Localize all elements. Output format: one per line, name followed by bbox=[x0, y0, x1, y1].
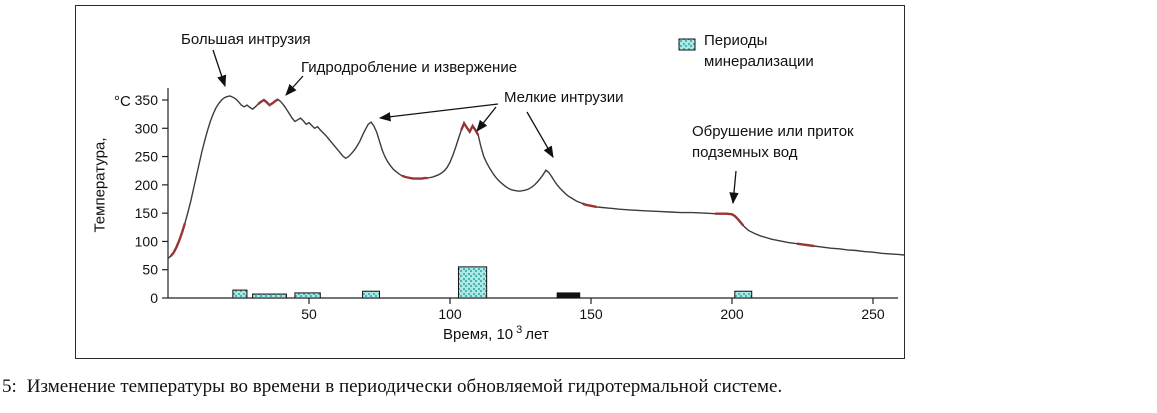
figure-caption-number: 5: bbox=[2, 376, 17, 397]
svg-text:0: 0 bbox=[150, 290, 158, 306]
x-axis-label-suffix: лет bbox=[525, 326, 549, 343]
x-axis-label-prefix: Время, 10 bbox=[443, 326, 514, 343]
x-axis-label: Время, 10 3 лет bbox=[443, 324, 549, 343]
svg-text:200: 200 bbox=[720, 306, 744, 322]
svg-text:50: 50 bbox=[301, 306, 317, 322]
svg-text:250: 250 bbox=[861, 306, 885, 322]
x-axis-label-exponent: 3 bbox=[516, 324, 523, 336]
figure-caption: 5: Изменение температуры во времени в пер… bbox=[2, 376, 782, 398]
svg-text:50: 50 bbox=[142, 262, 158, 278]
svg-text:300: 300 bbox=[135, 120, 159, 136]
chart-frame bbox=[75, 5, 905, 359]
figure-caption-text: Изменение температуры во времени в перио… bbox=[26, 376, 783, 397]
svg-text:100: 100 bbox=[135, 233, 159, 249]
y-axis-label: Температура, bbox=[91, 137, 109, 233]
svg-text:100: 100 bbox=[438, 306, 462, 322]
svg-text:350: 350 bbox=[135, 92, 159, 108]
y-axis-units: °С bbox=[114, 93, 131, 110]
annotation-small-intrusions: Мелкие интрузии bbox=[504, 89, 624, 106]
svg-text:250: 250 bbox=[135, 149, 159, 165]
annotation-big-intrusion: Большая интрузия bbox=[181, 31, 311, 48]
svg-text:150: 150 bbox=[135, 205, 159, 221]
legend-mineralization-label: Периоды минерализации bbox=[704, 32, 814, 70]
annotation-hydrofracturing: Гидродробление и извержение bbox=[301, 59, 518, 76]
annotation-collapse-groundwater: Обрушение или приток подземных вод bbox=[692, 123, 854, 161]
svg-text:150: 150 bbox=[579, 306, 603, 322]
svg-text:200: 200 bbox=[135, 177, 159, 193]
